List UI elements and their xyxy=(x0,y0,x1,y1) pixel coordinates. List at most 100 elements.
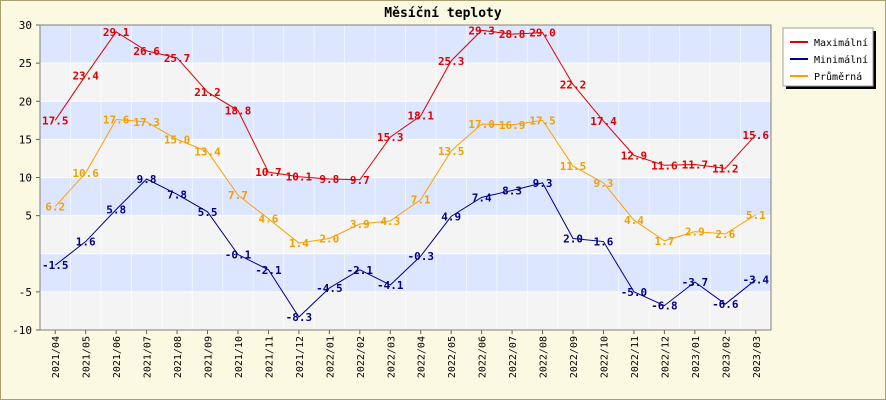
data-label: -4.1 xyxy=(377,279,404,292)
legend: Maximální Minimální Průměrná xyxy=(782,27,876,89)
data-label: 11.5 xyxy=(560,160,587,173)
data-label: -0.3 xyxy=(407,250,434,263)
data-label: -3.4 xyxy=(743,274,770,287)
series-line xyxy=(54,29,757,181)
x-tick-label: 2023/03 xyxy=(752,336,763,378)
data-label: 23.4 xyxy=(72,69,99,82)
series-lines xyxy=(54,29,757,318)
data-label: 17.5 xyxy=(529,114,556,127)
data-label: 11.6 xyxy=(651,159,678,172)
series-line xyxy=(54,119,757,244)
data-label: 15.6 xyxy=(743,129,770,142)
data-label: 4.6 xyxy=(259,213,279,226)
data-label: 18.1 xyxy=(407,110,434,123)
data-label: 29.1 xyxy=(103,26,130,39)
data-label: 6.2 xyxy=(45,200,65,213)
data-label: 2.6 xyxy=(715,228,735,241)
data-label: 2.0 xyxy=(563,233,583,246)
data-label: 9.8 xyxy=(319,173,339,186)
x-tick-label: 2021/09 xyxy=(204,336,215,378)
data-label: 12.9 xyxy=(621,149,648,162)
data-label: -2.1 xyxy=(347,264,374,277)
data-label: 10.6 xyxy=(72,167,99,180)
data-label: 1.6 xyxy=(594,236,614,249)
x-tick-label: 2021/04 xyxy=(51,336,62,378)
data-label: 29.3 xyxy=(468,24,495,37)
data-label: -6.6 xyxy=(712,298,739,311)
y-tick-label: 25 xyxy=(19,57,32,70)
data-label: 13.5 xyxy=(438,145,465,158)
data-label: 5.8 xyxy=(106,204,126,217)
data-label: 26.6 xyxy=(133,45,160,58)
x-tick-label: 2022/09 xyxy=(569,336,580,378)
data-label: 5.1 xyxy=(746,209,766,222)
y-tick-label: -10 xyxy=(12,324,32,337)
data-label: 10.1 xyxy=(286,171,313,184)
data-label: 22.2 xyxy=(560,78,587,91)
data-label: 11.2 xyxy=(712,162,739,175)
x-tick-label: 2022/05 xyxy=(447,336,458,378)
x-tick-label: 2022/12 xyxy=(660,336,671,378)
x-tick-label: 2022/01 xyxy=(325,336,336,378)
x-tick-label: 2022/10 xyxy=(599,336,610,378)
data-label: 7.1 xyxy=(411,194,431,207)
y-tick-label: 30 xyxy=(19,19,32,32)
x-tick-label: 2023/02 xyxy=(721,336,732,378)
data-label: 7.4 xyxy=(472,191,492,204)
x-tick-label: 2021/05 xyxy=(82,336,93,378)
data-label: 16.9 xyxy=(499,119,526,132)
data-label: 4.4 xyxy=(624,214,644,227)
data-label: 8.3 xyxy=(502,184,522,197)
data-label: 7.8 xyxy=(167,188,187,201)
x-tick-label: 2022/02 xyxy=(356,336,367,378)
data-label: 17.4 xyxy=(590,115,617,128)
x-tick-label: 2021/06 xyxy=(112,336,123,378)
data-label: 28.8 xyxy=(499,28,526,41)
data-label: -4.5 xyxy=(316,282,343,295)
x-tick-label: 2021/11 xyxy=(264,336,275,378)
x-tick-label: 2021/08 xyxy=(173,336,184,378)
data-label: 18.8 xyxy=(225,104,252,117)
data-label: 2.9 xyxy=(685,226,705,239)
legend-label: Průměrná xyxy=(814,71,862,83)
data-label: 1.7 xyxy=(654,235,674,248)
x-tick-label: 2022/07 xyxy=(508,336,519,378)
plot-border xyxy=(39,24,772,331)
y-tick-label: 20 xyxy=(19,95,32,108)
data-label: 29.0 xyxy=(529,27,556,40)
data-label: 9.7 xyxy=(350,174,370,187)
x-tick-label: 2022/06 xyxy=(478,336,489,378)
data-label: 10.7 xyxy=(255,166,282,179)
legend-label: Maximální xyxy=(814,37,868,49)
x-tick-label: 2023/01 xyxy=(691,336,702,378)
data-label: 25.7 xyxy=(164,52,191,65)
data-label: 3.9 xyxy=(350,218,370,231)
y-axis-ticks: -10 -5 5 10 15 20 25 30 xyxy=(12,19,40,337)
data-label: 11.7 xyxy=(682,159,709,172)
x-tick-label: 2021/12 xyxy=(295,336,306,378)
data-label: 7.7 xyxy=(228,189,248,202)
data-label: 9.3 xyxy=(533,177,553,190)
grid-lines xyxy=(40,25,771,330)
data-label: 17.5 xyxy=(42,114,69,127)
data-label: -5.0 xyxy=(621,286,648,299)
data-labels: 17.5 23.4 29.126.6 25.7 21.2 18.8 10.7 10.1 9.8 9… xyxy=(42,24,769,324)
x-tick-label: 2021/07 xyxy=(143,336,154,378)
series-line xyxy=(54,178,757,318)
data-label: 15.3 xyxy=(377,131,404,144)
data-label: 9.3 xyxy=(594,177,614,190)
chart-title: Měsíční teploty xyxy=(384,6,502,21)
x-axis-ticks: 2021/04 2021/05 2021/06 2021/07 2021/08 2021/… xyxy=(51,330,763,378)
data-label: 1.6 xyxy=(76,236,96,249)
x-tick-label: 2021/10 xyxy=(234,336,245,378)
data-label: -6.8 xyxy=(651,300,678,313)
data-label: 5.5 xyxy=(198,206,218,219)
x-tick-label: 2022/03 xyxy=(386,336,397,378)
data-label: 13.4 xyxy=(194,146,221,159)
legend-label: Minimální xyxy=(814,54,868,66)
data-label: -1.5 xyxy=(42,259,69,272)
data-label: -8.3 xyxy=(286,311,313,324)
data-label: -3.7 xyxy=(682,276,709,289)
data-label: 25.3 xyxy=(438,55,465,68)
